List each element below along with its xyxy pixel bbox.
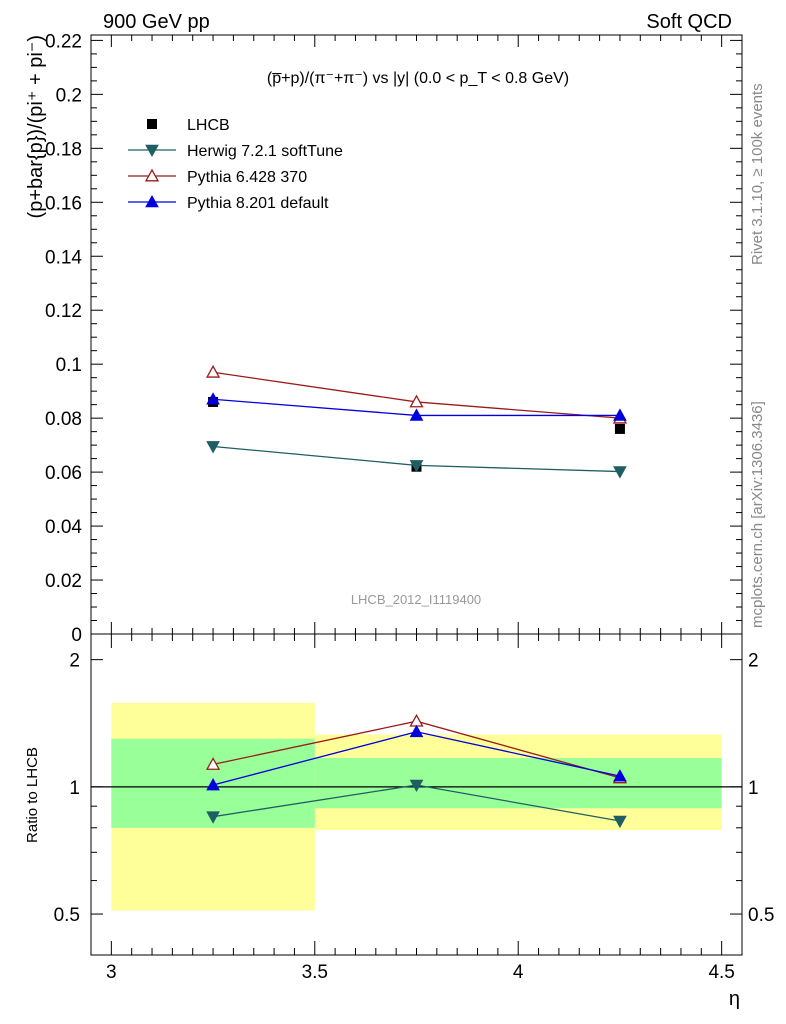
- ratio-series-herwig-7-2-1-softtune: [206, 779, 627, 829]
- data-point: [205, 364, 221, 378]
- main-plot-panel: 0 0.02 0.04 0.06 0.08 0.1 0.12 0.14 0.16 0.18 0.2 0…: [25, 31, 743, 646]
- data-point: [409, 408, 424, 421]
- data-point: [206, 392, 220, 405]
- uncertainty-band-stat: [314, 758, 722, 809]
- legend-item: Pythia 8.201 default: [128, 194, 329, 212]
- ratio-data-point: [206, 811, 220, 824]
- main-y-axis-title: (p+bar{p})/(pi⁺ + pi⁻): [25, 35, 47, 218]
- main-ytick-label: 0: [71, 625, 82, 646]
- watermark: LHCB_2012_I1119400: [351, 592, 481, 607]
- ratio-ytick-label: 0.5: [54, 905, 80, 926]
- main-ytick-label: 0.12: [45, 301, 82, 322]
- ratio-ytick-label-right: 2: [748, 651, 759, 672]
- legend-label: Pythia 6.428 370: [187, 169, 307, 186]
- ratio-data-point: [613, 815, 627, 829]
- ratio-data-point: [409, 779, 424, 793]
- xtick-label: 3: [106, 962, 117, 983]
- main-ytick-label: 0.08: [45, 409, 82, 430]
- ratio-plot-panel: 0.5 0.5 1 1 2 2 3 3.5 4 4.5 Ratio to LHCB η: [24, 633, 774, 1010]
- main-ytick-label: 0.22: [45, 31, 82, 52]
- data-point: [614, 423, 625, 434]
- main-ytick-label: 0.18: [45, 139, 82, 160]
- xtick-label: 4.5: [708, 962, 734, 983]
- data-point: [206, 441, 220, 454]
- xtick-label: 4: [513, 962, 524, 983]
- header-left: 900 GeV pp: [103, 11, 210, 33]
- ratio-data-point: [206, 777, 220, 791]
- side-text-bottom: mcplots.cern.ch [arXiv:1306.3436]: [749, 401, 766, 628]
- ratio-ytick-label: 2: [69, 651, 80, 672]
- ratio-y-axis-title: Ratio to LHCB: [24, 747, 41, 843]
- main-ytick-label: 0.14: [45, 247, 82, 268]
- ratio-series-pythia-8-201-default: [206, 724, 627, 791]
- data-point: [613, 408, 627, 421]
- xtick-label: 3.5: [302, 962, 328, 983]
- data-point: [409, 394, 424, 408]
- ratio-data-point: [613, 769, 627, 782]
- legend-marker: [145, 194, 159, 208]
- header-right: Soft QCD: [646, 11, 732, 33]
- plot-title: (p̅+p)/(π⁻+π⁻) vs |y| (0.0 < p_T < 0.8 G…: [267, 70, 569, 87]
- ratio-data-point: [409, 713, 424, 727]
- main-ytick-label: 0.2: [56, 85, 82, 106]
- side-text-top: Rivet 3.1.10, ≥ 100k events: [749, 83, 766, 265]
- main-ytick-label: 0.02: [45, 571, 82, 592]
- main-ytick-label: 0.16: [45, 193, 82, 214]
- legend-label: Pythia 8.201 default: [187, 195, 329, 212]
- ratio-data-point: [205, 757, 221, 770]
- main-ytick-label: 0.1: [56, 355, 82, 376]
- legend-marker: [144, 168, 160, 182]
- legend-item: Herwig 7.2.1 softTune: [128, 143, 343, 160]
- x-axis-title: η: [729, 988, 740, 1010]
- series-pythia-8-201-default: [206, 392, 627, 421]
- legend: LHCB Herwig 7.2.1 softTune Pythia 6.428 37…: [128, 117, 343, 212]
- legend-item: LHCB: [147, 117, 230, 134]
- legend-label: Herwig 7.2.1 softTune: [187, 143, 343, 160]
- ratio-ytick-label-right: 0.5: [748, 905, 774, 926]
- legend-label: LHCB: [187, 117, 230, 134]
- data-point: [409, 460, 424, 473]
- series-herwig-7-2-1-softtune: [206, 441, 627, 479]
- main-ytick-label: 0.06: [45, 463, 82, 484]
- ratio-ytick-label-right: 1: [748, 778, 759, 799]
- legend-marker: [145, 144, 159, 158]
- ratio-ytick-label: 1: [69, 778, 80, 799]
- legend-item: Pythia 6.428 370: [128, 168, 307, 186]
- ratio-data-point: [409, 724, 424, 738]
- main-ytick-label: 0.04: [45, 517, 82, 538]
- legend-marker: [147, 119, 157, 129]
- data-point: [613, 466, 627, 479]
